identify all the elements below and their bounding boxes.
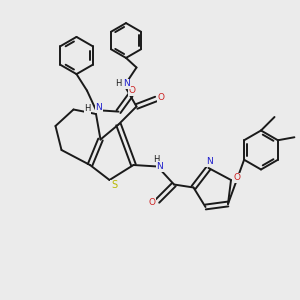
Text: H: H bbox=[84, 104, 91, 113]
Text: O: O bbox=[158, 93, 165, 102]
Text: N: N bbox=[206, 158, 212, 166]
Text: S: S bbox=[111, 180, 117, 190]
Text: H: H bbox=[115, 80, 121, 88]
Text: O: O bbox=[233, 173, 241, 182]
Text: H: H bbox=[153, 155, 159, 164]
Text: O: O bbox=[148, 198, 156, 207]
Text: N: N bbox=[157, 162, 163, 171]
Text: N: N bbox=[124, 80, 130, 88]
Text: O: O bbox=[128, 86, 136, 95]
Text: N: N bbox=[96, 103, 102, 112]
